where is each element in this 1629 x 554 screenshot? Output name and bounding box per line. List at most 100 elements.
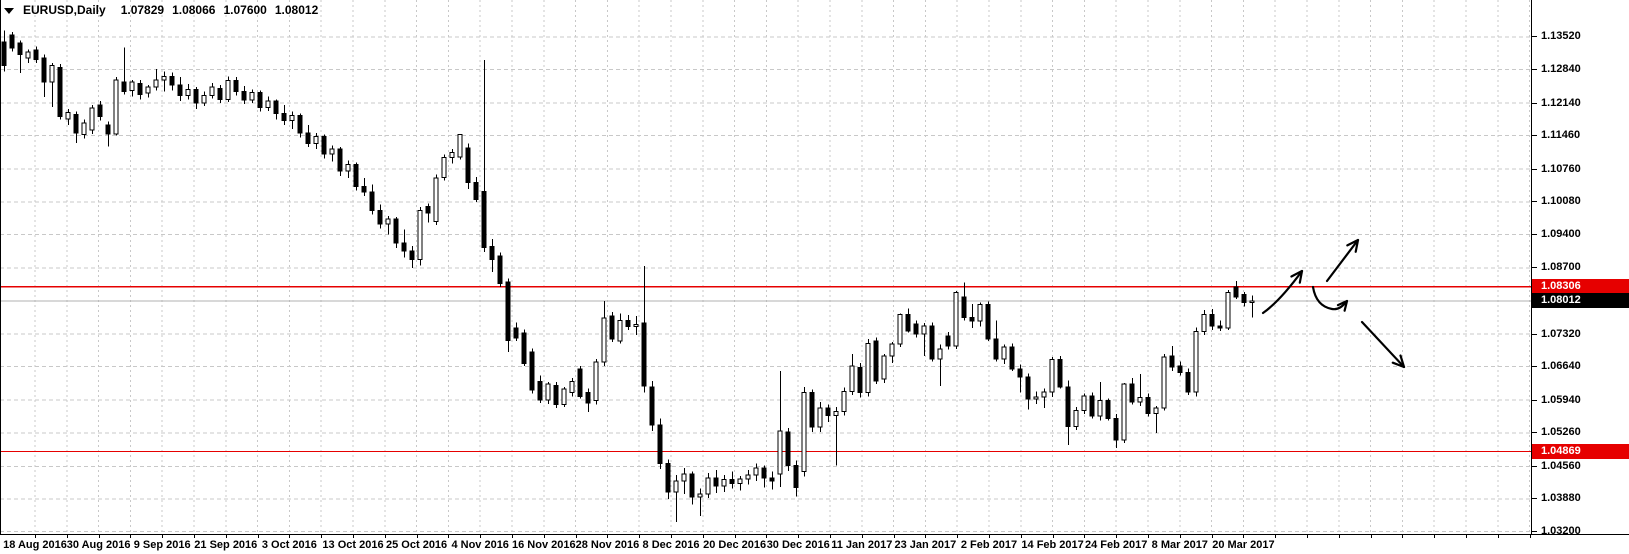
price-axis-tick xyxy=(1532,498,1537,500)
candle-body-bear xyxy=(521,332,527,364)
one-click-trading-toggle-icon[interactable] xyxy=(4,7,14,14)
ohlc-close-value: 1.08012 xyxy=(274,3,319,17)
candle-body-bull xyxy=(1041,391,1047,398)
candle-body-bear xyxy=(665,462,671,493)
candle-body-bull xyxy=(897,313,903,345)
price-axis-tick xyxy=(1532,432,1537,434)
candle-body-bear xyxy=(529,351,535,391)
candle-body-bull xyxy=(593,361,599,402)
candle-body-bull xyxy=(569,380,575,394)
candle-body-bear xyxy=(297,115,303,134)
candle-body-bull xyxy=(849,365,855,393)
date-axis-tick xyxy=(1466,535,1467,538)
candle-body-bull xyxy=(705,477,711,495)
price-axis-tick xyxy=(1532,267,1537,269)
candle-body-bull xyxy=(865,343,871,394)
candle-body-bear xyxy=(905,313,911,332)
candle-body-bear xyxy=(857,367,863,394)
candle-body-bull xyxy=(1153,407,1159,415)
candle-body-bear xyxy=(337,148,343,172)
candle-body-bull xyxy=(601,317,607,363)
date-axis-tick xyxy=(66,535,68,538)
date-axis-tick xyxy=(1052,535,1054,538)
ohlc-open-value: 1.07829 xyxy=(120,3,165,17)
candle-body-bull xyxy=(1081,395,1087,412)
date-axis-tick xyxy=(1116,535,1118,538)
candle-body-bear xyxy=(793,464,799,488)
candle-body-bear xyxy=(169,75,175,86)
drawn-arrow-bounce-up-head[interactable] xyxy=(1290,269,1304,284)
drawn-arrow-rejection-curve[interactable] xyxy=(1311,285,1349,311)
candle-body-bear xyxy=(193,89,199,104)
date-axis-tick xyxy=(1084,535,1086,538)
date-axis-tick xyxy=(448,535,450,538)
drawn-arrow-breakdown[interactable] xyxy=(1360,320,1406,369)
candle-body-bull xyxy=(1097,400,1103,417)
candle-body-bear xyxy=(97,104,103,118)
candle-body-bull xyxy=(561,388,567,405)
candle-body-bear xyxy=(473,182,479,200)
date-axis-label: 13 Oct 2016 xyxy=(322,539,384,551)
date-axis-tick xyxy=(1497,535,1499,538)
candle-body-bull xyxy=(1193,331,1199,393)
candle-body-bull xyxy=(1225,291,1231,329)
candle-body-bear xyxy=(321,136,327,155)
candle-body-bear xyxy=(1089,395,1095,417)
drawn-arrow-rejection-curve-head[interactable] xyxy=(1336,299,1349,312)
candle-body-bull xyxy=(65,112,71,120)
candle-body-bear xyxy=(177,84,183,96)
candle-body-bear xyxy=(1169,355,1175,368)
candle-body-bull xyxy=(89,107,95,131)
date-axis-label: 18 Aug 2016 xyxy=(3,539,67,551)
candle-body-bear xyxy=(657,424,663,464)
date-axis-label: 30 Aug 2016 xyxy=(66,539,131,551)
price-axis[interactable]: 1.13520 1.12840 1.12140 1.11460 1.10760 1.100… xyxy=(1532,0,1629,537)
chart-area[interactable]: EURUSD,Daily 1.07829 1.08066 1.07600 1.0… xyxy=(0,0,1531,534)
ohlc-low-value: 1.07600 xyxy=(223,3,267,17)
price-axis-tick xyxy=(1532,399,1537,401)
candle-body-bear xyxy=(585,392,591,404)
drawn-arrow-breakout-up-head[interactable] xyxy=(1346,238,1360,253)
candle-body-bear xyxy=(945,335,951,347)
date-axis-tick xyxy=(734,535,736,538)
candle-body-bull xyxy=(449,151,455,159)
candle-body-bear xyxy=(809,392,815,428)
price-axis-label: 1.10080 xyxy=(1541,195,1581,208)
candle-body-bear xyxy=(497,255,503,285)
candle-body-bear xyxy=(465,147,471,184)
candle-body-bear xyxy=(401,242,407,252)
price-axis-label: 1.12140 xyxy=(1541,96,1581,109)
date-axis-label: 14 Feb 2017 xyxy=(1021,539,1084,551)
candle-body-bull xyxy=(457,134,463,158)
date-axis-tick xyxy=(512,535,513,538)
candle-body-bull xyxy=(841,391,847,413)
candle-body-bull xyxy=(129,81,135,92)
date-axis-tick xyxy=(225,535,227,538)
date-axis-tick xyxy=(893,535,895,538)
price-axis-label: 1.13520 xyxy=(1541,30,1581,43)
candle-body-bear xyxy=(1145,396,1151,415)
price-axis-label: 1.06640 xyxy=(1541,360,1581,373)
candle-body-bear xyxy=(1129,383,1135,403)
date-axis-tick xyxy=(98,535,100,538)
candle-body-bull xyxy=(329,148,335,155)
price-axis-tick xyxy=(1532,233,1537,235)
candle-body-bull xyxy=(1001,346,1007,360)
date-axis-tick xyxy=(1434,535,1436,538)
drawn-arrow-breakdown-head[interactable] xyxy=(1391,354,1406,369)
candle-body-bear xyxy=(761,467,767,479)
date-axis-tick xyxy=(607,535,609,538)
candle-body-bear xyxy=(409,250,415,260)
drawn-arrow-bounce-up[interactable] xyxy=(1261,269,1304,315)
candle-body-bear xyxy=(233,80,239,93)
price-axis-border xyxy=(1531,0,1532,535)
candle-body-bull xyxy=(185,89,191,96)
date-axis-tick xyxy=(989,535,990,538)
date-axis-tick xyxy=(766,535,768,538)
candle-body-bear xyxy=(1057,358,1063,388)
date-axis-label: 21 Sep 2016 xyxy=(194,539,258,551)
drawn-arrow-breakout-up[interactable] xyxy=(1325,238,1360,283)
candlestick-chart[interactable] xyxy=(0,0,1531,534)
date-axis[interactable]: 18 Aug 2016 30 Aug 2016 9 Sep 2016 21 Sep 2… xyxy=(0,535,1531,554)
date-axis-label: 20 Mar 2017 xyxy=(1212,539,1275,551)
